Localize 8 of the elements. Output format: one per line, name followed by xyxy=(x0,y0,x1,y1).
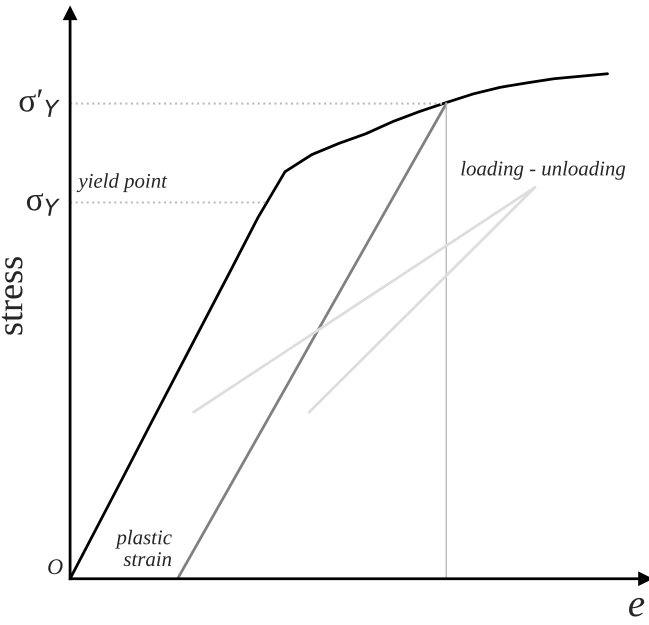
text: O xyxy=(48,559,63,574)
y-axis-title: stress xyxy=(2,257,23,335)
annotation: yield point xyxy=(76,173,168,192)
ref-line-label: σ′$_{Y}$ xyxy=(20,90,60,117)
annotation: loading - unloading xyxy=(461,160,626,180)
ref-line-label: σ$_{Y}$ xyxy=(26,193,60,216)
x-axis-title: e xyxy=(629,598,644,617)
annotation: plastic strain xyxy=(115,530,172,566)
